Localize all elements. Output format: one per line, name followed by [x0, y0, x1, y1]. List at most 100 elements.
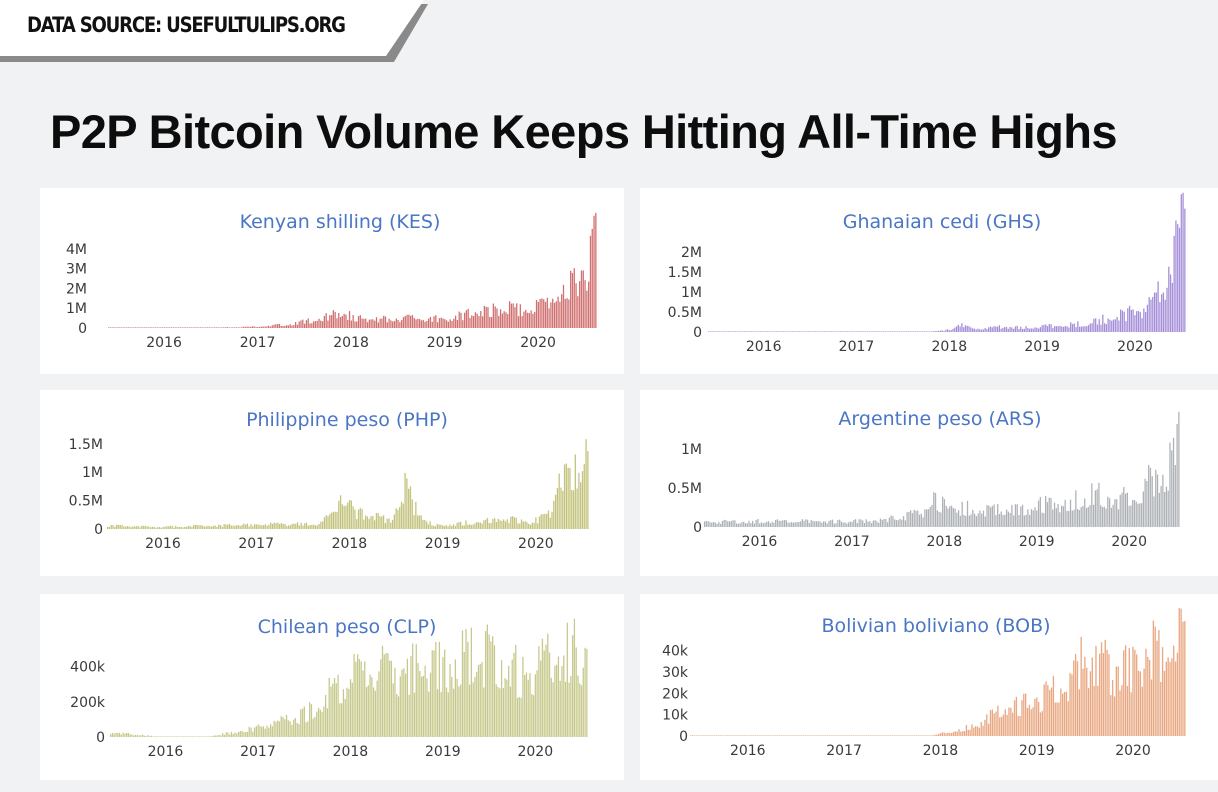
bar: [765, 735, 768, 736]
chart-title: Ghanaian cedi (GHS): [843, 211, 1042, 233]
bar: [353, 653, 355, 737]
bar: [991, 709, 993, 736]
bar: [461, 630, 464, 737]
bar: [237, 525, 240, 529]
bar: [1036, 697, 1038, 736]
bar: [151, 526, 154, 529]
bar: [957, 324, 959, 332]
bar: [494, 306, 496, 328]
bar: [216, 735, 218, 737]
bar: [257, 724, 259, 737]
bar: [196, 327, 198, 328]
bar: [838, 519, 841, 527]
bar: [1105, 508, 1107, 527]
bar: [536, 670, 538, 737]
bar: [127, 732, 130, 737]
bar: [184, 736, 186, 737]
bar: [335, 683, 337, 737]
bar: [913, 509, 915, 527]
y-tick-label: 30k: [662, 665, 689, 681]
bar: [264, 728, 266, 737]
bar: [488, 634, 490, 737]
bar: [415, 644, 417, 737]
bar: [712, 735, 714, 736]
bar: [1025, 514, 1027, 527]
bar: [1174, 661, 1177, 736]
x-tick-label: 2016: [742, 534, 778, 550]
bar: [879, 518, 882, 527]
bar: [171, 525, 173, 529]
bar: [352, 314, 354, 328]
bar: [259, 326, 261, 328]
bar: [576, 488, 578, 529]
bar: [587, 451, 589, 529]
bar: [502, 519, 505, 529]
bar: [508, 301, 511, 328]
bar: [832, 735, 834, 736]
bar: [582, 667, 584, 737]
bar: [334, 311, 336, 328]
bar: [169, 525, 171, 529]
bar: [147, 735, 149, 737]
bar: [925, 735, 927, 736]
bar: [1066, 510, 1068, 527]
bar: [797, 735, 799, 736]
bar: [504, 521, 507, 529]
bar: [193, 525, 195, 529]
bar: [395, 318, 397, 328]
bar: [126, 526, 128, 529]
bar: [912, 735, 914, 736]
bar: [820, 331, 822, 332]
bar: [956, 512, 958, 527]
bar: [343, 506, 345, 529]
bar: [738, 735, 740, 736]
bar: [872, 520, 875, 527]
bar: [1148, 297, 1150, 332]
y-tick-label: 0: [96, 730, 105, 746]
bar: [1020, 506, 1022, 527]
bar: [172, 736, 174, 737]
bar: [175, 736, 178, 737]
bar: [535, 300, 538, 328]
bar: [406, 658, 409, 737]
bar: [902, 516, 905, 527]
bar: [1099, 653, 1101, 736]
bar: [479, 664, 481, 737]
bar: [1130, 692, 1132, 736]
bar: [223, 327, 225, 328]
bar: [336, 512, 338, 529]
bar: [965, 724, 968, 736]
bar: [259, 524, 261, 529]
bar: [954, 508, 956, 527]
bar: [906, 735, 908, 736]
bar: [376, 680, 378, 737]
bar: [584, 647, 586, 737]
bar: [725, 331, 728, 332]
bar: [313, 524, 315, 529]
bar: [1021, 328, 1024, 332]
bar: [499, 309, 502, 328]
bar: [875, 331, 877, 332]
bar: [287, 525, 290, 529]
bar: [940, 512, 942, 527]
bar: [756, 735, 758, 736]
bar: [356, 321, 358, 328]
chart-title: Bolivian boliviano (BOB): [821, 615, 1050, 637]
bar: [910, 510, 912, 527]
bar: [534, 674, 536, 737]
bar: [307, 721, 309, 737]
bar: [329, 513, 331, 529]
bar: [697, 735, 699, 736]
bar: [289, 721, 291, 737]
bar: [1130, 505, 1132, 527]
bar: [216, 526, 218, 529]
bar: [1161, 647, 1164, 736]
x-tick-label: 2019: [1019, 743, 1055, 759]
bar: [547, 633, 549, 737]
bar: [206, 327, 209, 328]
bar: [1151, 476, 1153, 527]
bar: [961, 501, 963, 527]
bar: [768, 331, 770, 332]
bar: [1164, 299, 1166, 332]
bar: [425, 521, 428, 529]
